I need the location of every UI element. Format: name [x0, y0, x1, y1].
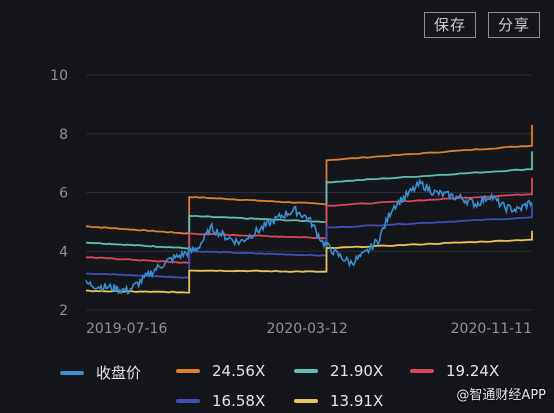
legend-swatch	[294, 399, 318, 403]
legend-label: 收盘价	[96, 364, 142, 382]
y-tick-label: 10	[50, 68, 68, 84]
legend-label: 16.58X	[212, 392, 266, 410]
legend-item: 13.91X	[294, 392, 383, 410]
legend-label: 13.91X	[330, 392, 384, 410]
x-tick-label: 2020-11-11	[451, 321, 532, 337]
y-tick-label: 2	[59, 303, 68, 319]
pe-band-line	[85, 204, 533, 279]
legend-label: 21.90X	[330, 362, 384, 380]
pe-band-line	[85, 124, 533, 235]
y-tick-label: 8	[59, 127, 68, 143]
watermark: @智通财经APP	[456, 388, 546, 403]
close-price-line	[85, 178, 533, 296]
y-tick-label: 6	[59, 186, 68, 202]
legend-swatch	[294, 369, 318, 373]
legend-item: 21.90X	[294, 362, 383, 380]
save-button[interactable]: 保存	[423, 12, 476, 38]
legend-swatch	[410, 369, 434, 373]
y-tick-label: 4	[59, 244, 68, 260]
legend-item: 19.24X	[410, 362, 499, 380]
pe-band-line	[85, 151, 533, 250]
valuation-band-chart: 2 4 6 8 10 2019-07-16 2020-03-12 2020-11-11	[50, 68, 533, 337]
x-tick-label: 2019-07-16	[86, 321, 167, 337]
legend-swatch	[176, 369, 200, 373]
legend-item: 收盘价	[60, 362, 141, 383]
chart-legend: 收盘价 24.56X 21.90X 19.24X 16.58X 13.91X	[0, 358, 554, 413]
pe-band-line	[85, 177, 533, 265]
legend-item: 16.58X	[176, 392, 265, 410]
legend-label: 19.24X	[446, 362, 500, 380]
legend-swatch	[60, 370, 84, 375]
legend-item: 24.56X	[176, 362, 265, 380]
share-button[interactable]: 分享	[487, 12, 540, 38]
x-tick-label: 2020-03-12	[266, 321, 347, 337]
pe-band-line	[85, 230, 533, 294]
legend-label: 24.56X	[212, 362, 266, 380]
legend-swatch	[176, 399, 200, 403]
toolbar: 保存 分享	[423, 12, 540, 38]
